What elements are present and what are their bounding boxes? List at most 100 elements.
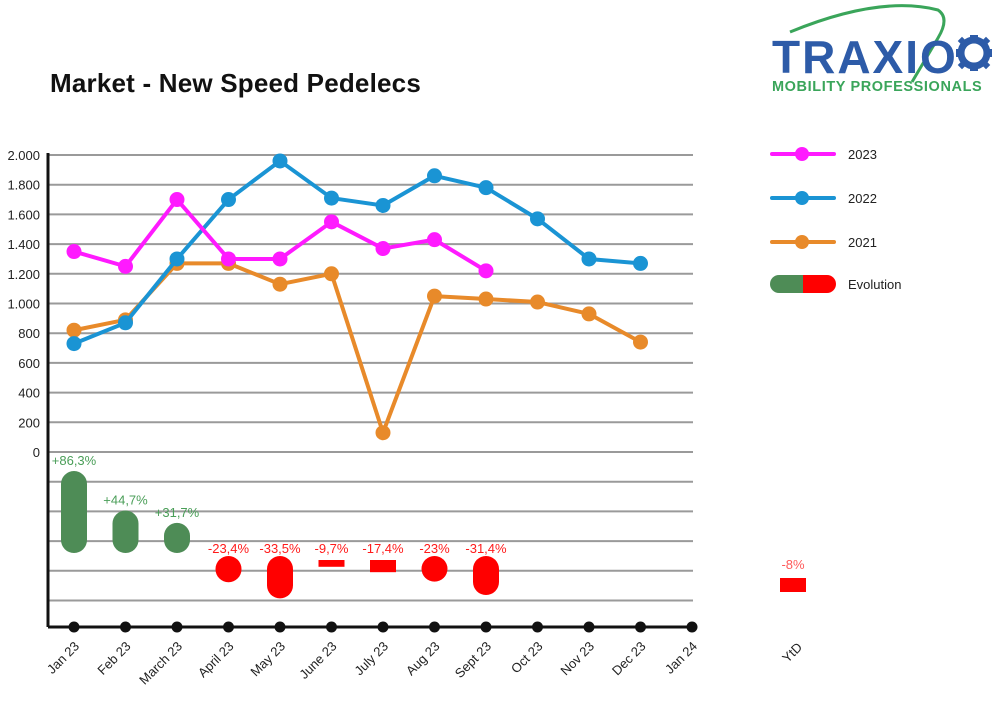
- evolution-bar: [370, 560, 396, 573]
- legend-line-icon: [770, 191, 836, 205]
- evolution-label: +31,7%: [155, 505, 200, 520]
- evolution-bar: [215, 556, 242, 583]
- legend-pill-icon: [770, 275, 836, 293]
- data-point: [221, 251, 236, 267]
- ytd-bar: [780, 578, 806, 592]
- series-2021: [66, 255, 648, 441]
- y-tick-label: 800: [18, 326, 40, 341]
- x-tick-label: Jan 23: [44, 639, 82, 677]
- y-tick-label: 400: [18, 386, 40, 401]
- logo-swoosh-icon: [789, 4, 992, 83]
- data-point: [375, 197, 391, 213]
- legend-line-icon: [770, 235, 836, 249]
- x-tick-label: Nov 23: [557, 639, 597, 679]
- data-point: [324, 214, 339, 230]
- evolution-label: -23%: [419, 541, 450, 556]
- traxio-logo: TRAXIO MOBILITY PROFESSIONALS: [760, 0, 1000, 110]
- data-point: [478, 263, 494, 279]
- x-tick-dot: [583, 621, 595, 633]
- logo-wordmark: TRAXIO: [772, 31, 958, 83]
- data-point: [478, 291, 494, 307]
- legend-item-evolution: Evolution: [770, 272, 901, 296]
- x-tick-label: Oct 23: [508, 639, 546, 677]
- legend-item-2021: 2021: [770, 230, 877, 254]
- data-point: [66, 244, 82, 260]
- x-tick-label: July 23: [351, 639, 391, 679]
- data-point: [427, 288, 442, 304]
- data-point: [375, 425, 391, 441]
- evolution-label: -23,4%: [208, 541, 250, 556]
- chart-title: Market - New Speed Pedelecs: [50, 68, 421, 98]
- data-point: [581, 251, 597, 267]
- legend-item-2023: 2023: [770, 142, 877, 166]
- x-tick-label: April 23: [195, 639, 237, 681]
- y-tick-label: 1.000: [7, 297, 40, 312]
- data-point: [324, 190, 339, 206]
- x-tick-dot: [532, 621, 543, 633]
- x-tick-dot: [171, 621, 183, 633]
- data-point: [324, 266, 339, 282]
- x-tick-label: Dec 23: [609, 639, 649, 679]
- evolution-bar: [164, 522, 190, 553]
- data-point: [272, 153, 288, 169]
- x-tick-label: Jan 24: [662, 639, 700, 677]
- evolution-bar: [473, 556, 499, 596]
- data-point: [478, 180, 494, 196]
- y-tick-label: 1.200: [7, 267, 40, 282]
- x-tick-label: Sept 23: [452, 639, 494, 681]
- x-tick-dot: [377, 621, 389, 633]
- evolution-label: -9,7%: [315, 541, 349, 556]
- x-tick-dot: [635, 621, 646, 633]
- series-2022: [66, 153, 648, 352]
- y-tick-label: 0: [33, 445, 40, 460]
- data-point: [118, 315, 133, 331]
- x-tick-dot: [429, 621, 440, 633]
- evolution-label: -17,4%: [362, 541, 404, 556]
- logo-tagline: MOBILITY PROFESSIONALS: [772, 79, 983, 95]
- legend-item-2022: 2022: [770, 186, 877, 210]
- data-point: [427, 168, 442, 184]
- y-tick-label: 2.000: [7, 148, 40, 163]
- evolution-bar: [112, 510, 139, 553]
- data-point: [169, 192, 185, 208]
- data-point: [375, 241, 391, 257]
- x-tick-label: March 23: [136, 639, 185, 688]
- ytd-label: -8%: [781, 557, 805, 572]
- y-tick-label: 1.600: [7, 207, 40, 222]
- data-point: [427, 232, 442, 248]
- data-point: [272, 251, 288, 267]
- x-tick-label: Feb 23: [94, 639, 133, 678]
- series-line: [73, 158, 641, 346]
- y-tick-label: 1.400: [7, 237, 40, 252]
- evolution-bar: [267, 556, 293, 599]
- data-point: [169, 251, 185, 267]
- x-tick-dot: [68, 621, 80, 633]
- x-tick-label: June 23: [296, 639, 339, 682]
- ytd-category-label: YtD: [779, 640, 805, 666]
- x-tick-label: May 23: [247, 639, 288, 680]
- data-point: [581, 306, 597, 322]
- data-point: [66, 322, 82, 338]
- x-tick-dot: [480, 621, 492, 633]
- x-tick-dot: [326, 621, 337, 633]
- series-2023: [66, 192, 494, 279]
- evolution-label: -31,4%: [465, 541, 507, 556]
- data-point: [530, 294, 545, 310]
- data-point: [221, 192, 236, 208]
- x-tick-dot: [223, 621, 234, 633]
- data-point: [66, 336, 82, 352]
- series-line: [73, 261, 642, 435]
- legend-line-icon: [770, 147, 836, 161]
- y-tick-label: 1.800: [7, 178, 40, 193]
- evolution-label: -33,5%: [259, 541, 301, 556]
- data-point: [118, 258, 133, 274]
- x-tick-dot: [686, 621, 698, 633]
- data-point: [272, 276, 288, 292]
- evolution-label: +44,7%: [103, 493, 148, 508]
- evolution-bars: +86,3% +44,7% +31,7% -23,4% -33,5% -9,7% -17,4…: [52, 453, 507, 599]
- data-point: [530, 211, 545, 227]
- data-point: [633, 334, 648, 350]
- evolution-bar: [61, 471, 87, 553]
- evolution-bar: [421, 556, 448, 582]
